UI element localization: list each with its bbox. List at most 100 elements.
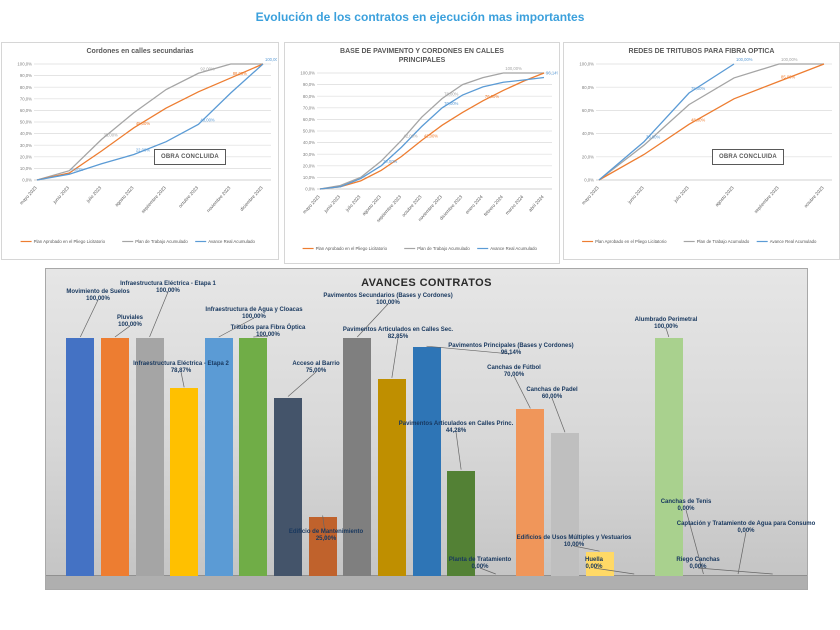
svg-text:75,00%: 75,00% (691, 86, 705, 91)
bar-callout-label: Canchas de Tenis 0,00% (660, 499, 712, 513)
chart-floor (46, 575, 807, 589)
svg-text:80,0%: 80,0% (303, 94, 315, 99)
svg-text:100,0%: 100,0% (300, 71, 315, 76)
bar-callout-label: Pluviales 100,00% (116, 315, 143, 329)
bar-callout-label: Infraestructura Eléctrica - Etapa 2 78,87… (133, 361, 229, 375)
chart-title-cordones: Cordones en calles secundarias (86, 48, 194, 55)
svg-text:20,0%: 20,0% (582, 154, 594, 159)
svg-text:30,0%: 30,0% (20, 143, 32, 148)
bar-callout-label: Infraestructura Eléctrica - Etapa 1 100,0… (120, 281, 216, 295)
svg-text:90,0%: 90,0% (303, 82, 315, 87)
svg-text:100,00%: 100,00% (781, 57, 798, 62)
bar-callout-label: Alumbrado Perimetral 100,00% (634, 317, 698, 331)
svg-text:enero 2024: enero 2024 (464, 194, 484, 215)
bar (66, 338, 95, 576)
bar-callout-label: Edificio de Mantenimiento 25,00% (288, 529, 364, 543)
bar (654, 338, 683, 576)
line-chart-panel-base-pavimento: BASE DE PAVIMENTO Y CORDONES EN CALLES P… (284, 42, 560, 264)
bar (135, 338, 164, 576)
bar-callout-label: Infraestructura de Agua y Cloacas 100,00% (205, 307, 303, 321)
svg-text:Plan Aprobado en el Pliego Lic: Plan Aprobado en el Pliego Licitatorio (595, 239, 667, 244)
svg-text:Plan Aprobado en el Pliego Lic: Plan Aprobado en el Pliego Licitatorio (34, 239, 106, 244)
chart-title-fibra-optica: REDES DE TRITUBOS PARA FIBRA OPTICA (628, 48, 775, 55)
svg-text:100,0%: 100,0% (579, 62, 594, 67)
svg-text:20,00%: 20,00% (383, 159, 397, 164)
bar (204, 338, 233, 576)
svg-text:noviembre 2023: noviembre 2023 (206, 185, 232, 213)
svg-text:Plan de Trabajo Acumulado: Plan de Trabajo Acumulado (135, 239, 188, 244)
svg-text:10,0%: 10,0% (303, 175, 315, 180)
line-chart-base-pavimento: 0,0% 10,0% 20,0% 30,0% 40,0% 50,0% 60,0% 70,0% 8… (300, 66, 558, 251)
bar-callout-label: Captación y Tratamiento de Agua para Con… (676, 521, 816, 535)
svg-text:50,0%: 50,0% (20, 120, 32, 125)
svg-text:agosto 2023: agosto 2023 (361, 194, 382, 216)
svg-text:julio 2023: julio 2023 (85, 185, 103, 204)
svg-text:100,00%: 100,00% (736, 57, 753, 62)
svg-text:5,00%: 5,00% (71, 167, 83, 172)
svg-text:junio 2023: junio 2023 (51, 185, 70, 205)
bar-callout-label: Tritubos para Fibra Óptica 100,00% (230, 325, 306, 339)
obra-concluida-badge: OBRA CONCLUIDA (712, 149, 784, 166)
page-title: Evolución de los contratos en ejecución … (255, 10, 585, 24)
svg-text:90,0%: 90,0% (20, 73, 32, 78)
svg-text:60,0%: 60,0% (582, 108, 594, 113)
svg-text:agosto 2023: agosto 2023 (114, 185, 135, 207)
svg-text:40,0%: 40,0% (582, 131, 594, 136)
svg-text:0,0%: 0,0% (584, 178, 594, 183)
svg-text:abril 2024: abril 2024 (528, 194, 546, 213)
bar (100, 338, 129, 576)
line-chart-cordones: 0,0% 10,0% 20,0% 30,0% 40,0% 50,0% 60,0% 70,0% 8… (17, 57, 277, 244)
line-chart-fibra-optica: 0,0% 20,0% 40,0% 60,0% 80,0% 100,0% 100,00% 48,… (579, 57, 832, 244)
svg-text:45,00%: 45,00% (136, 121, 150, 126)
svg-text:78,00%: 78,00% (444, 92, 458, 97)
svg-text:42,00%: 42,00% (403, 133, 417, 138)
bar-callout-label: Movimiento de Suelos 100,00% (66, 289, 130, 303)
svg-text:40,0%: 40,0% (20, 131, 32, 136)
bar (412, 347, 441, 576)
bar (308, 516, 337, 576)
svg-text:septiembre 2023: septiembre 2023 (753, 185, 780, 214)
bar-callout-label: Canchas de Fútbol 70,00% (487, 365, 541, 379)
svg-text:Avance Real Acumulado: Avance Real Acumulado (208, 239, 255, 244)
bar (447, 470, 476, 576)
svg-text:10,0%: 10,0% (20, 166, 32, 171)
bar-callout-label: Pavimentos Articulados en Calles Sec. 82,… (342, 327, 454, 341)
svg-text:42,00%: 42,00% (424, 133, 438, 138)
bar (516, 409, 545, 576)
svg-text:octubre 2023: octubre 2023 (401, 194, 423, 218)
svg-text:mayo 2023: mayo 2023 (581, 185, 600, 206)
svg-text:48,00%: 48,00% (691, 117, 705, 122)
svg-text:80,0%: 80,0% (582, 85, 594, 90)
bar (343, 338, 372, 576)
bar-callout-label: Riego Canchas 0,00% (676, 557, 720, 571)
svg-text:0,0%: 0,0% (305, 187, 315, 192)
bar-callout-label: Pavimentos Secundarios (Bases y Cordones… (323, 293, 453, 307)
svg-text:agosto 2023: agosto 2023 (714, 185, 735, 207)
svg-text:100,00%: 100,00% (505, 66, 522, 71)
svg-text:30,0%: 30,0% (303, 152, 315, 157)
svg-text:100,00%: 100,00% (265, 57, 277, 62)
bar-callout-label: Huella 0,00% (584, 557, 603, 571)
svg-text:92,00%: 92,00% (200, 66, 214, 71)
svg-text:Plan Aprobado en el Pliego Lic: Plan Aprobado en el Pliego Licitatorio (316, 246, 388, 251)
svg-text:85,00%: 85,00% (781, 74, 795, 79)
svg-text:70,0%: 70,0% (303, 106, 315, 111)
svg-text:96,14%: 96,14% (546, 71, 558, 76)
bar-callout-label: Canchas de Padel 60,00% (526, 387, 578, 401)
svg-text:octubre 2023: octubre 2023 (803, 185, 825, 209)
chart-title-base-pavimento: BASE DE PAVIMENTO Y CORDONES EN CALLES P… (340, 48, 504, 65)
svg-text:julio 2023: julio 2023 (672, 185, 690, 204)
svg-text:70,0%: 70,0% (20, 96, 32, 101)
svg-text:junio 2023: junio 2023 (626, 185, 645, 205)
bar-callout-label: Pavimentos Articulados en Calles Princ. 4… (398, 421, 514, 435)
bar (550, 433, 579, 576)
bar-callout-label: Acceso al Barrio 75,00% (292, 361, 340, 375)
obra-concluida-badge: OBRA CONCLUIDA (154, 149, 226, 166)
svg-text:Avance Real Acumulado: Avance Real Acumulado (490, 246, 537, 251)
svg-text:35,00%: 35,00% (104, 132, 118, 137)
svg-text:junio 2023: junio 2023 (323, 194, 342, 214)
svg-text:mayo 2023: mayo 2023 (302, 194, 321, 215)
svg-text:22,00%: 22,00% (136, 148, 150, 153)
svg-text:80,0%: 80,0% (20, 85, 32, 90)
svg-text:Plan de Trabajo Acumulado: Plan de Trabajo Acumulado (697, 239, 750, 244)
